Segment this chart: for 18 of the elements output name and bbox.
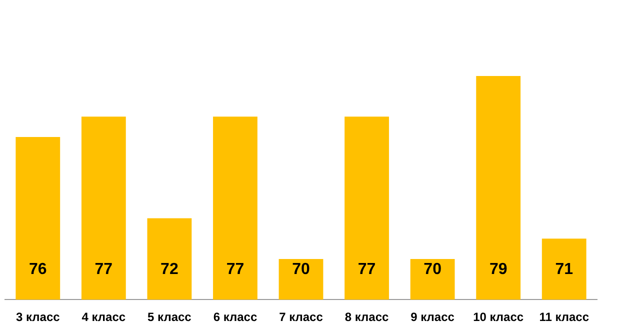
x-tick-label: 7 класс xyxy=(279,310,324,324)
x-tick-label: 3 класс xyxy=(16,310,60,324)
data-label: 77 xyxy=(226,261,244,278)
x-tick-label: 10 класс xyxy=(473,310,524,324)
x-tick-label: 6 класс xyxy=(213,310,258,324)
data-label: 77 xyxy=(358,261,376,278)
x-tick-label: 4 класс xyxy=(82,310,126,324)
data-label: 70 xyxy=(292,261,310,278)
data-label: 77 xyxy=(94,261,113,278)
data-label: 70 xyxy=(424,261,442,278)
data-label: 76 xyxy=(28,261,47,278)
data-label: 71 xyxy=(555,261,574,278)
data-label: 72 xyxy=(160,261,178,278)
x-tick-label: 11 класс xyxy=(539,310,590,324)
x-tick-label: 9 класс xyxy=(410,310,455,324)
x-tick-label: 5 класс xyxy=(148,310,192,324)
data-label: 79 xyxy=(489,261,508,278)
x-tick-label: 8 класс xyxy=(344,310,389,324)
